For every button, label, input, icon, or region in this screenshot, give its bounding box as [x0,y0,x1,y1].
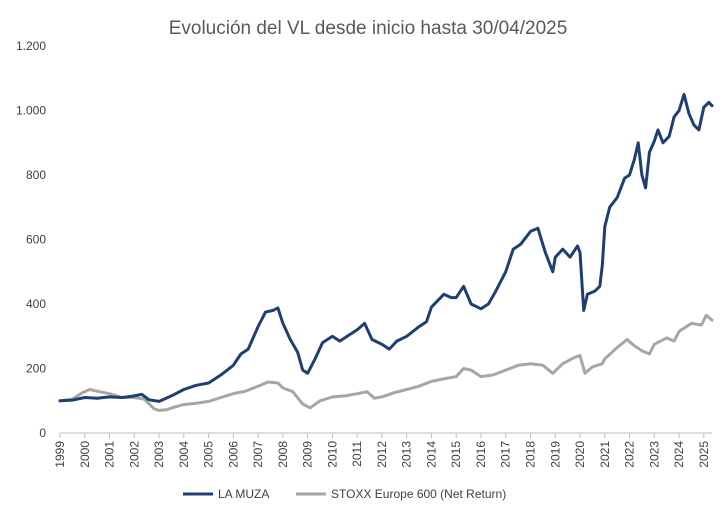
x-tick-label: 1999 [53,441,67,468]
series-line-1 [58,313,714,412]
x-axis: 1999 2000 2001 2002 2003 2004 2005 2006 2007 2008… [53,433,711,468]
x-tick-label: 2024 [672,441,686,468]
x-tick-label: 2007 [251,441,265,468]
x-tick-label: 2014 [424,441,438,468]
series-line-0 [58,92,714,403]
x-tick-label: 2008 [276,441,290,468]
x-tick-label: 2003 [152,441,166,468]
y-tick-label: 0 [39,426,46,440]
x-tick-label: 2021 [598,441,612,468]
series-layer [58,92,714,412]
x-tick-label: 2001 [103,441,117,468]
x-tick-label: 2004 [177,441,191,468]
y-tick-label: 400 [26,297,46,311]
x-tick-label: 2020 [573,441,587,468]
x-tick-label: 2016 [474,441,488,468]
x-tick-label: 2012 [375,441,389,468]
x-tick-label: 2000 [78,441,92,468]
legend-label-0: LA MUZA [218,487,269,501]
y-tick-label: 1.200 [16,39,46,53]
x-tick-label: 2018 [523,441,537,468]
x-tick-label: 2009 [301,441,315,468]
legend-label-1: STOXX Europe 600 (Net Return) [331,487,506,501]
x-tick-label: 2006 [226,441,240,468]
y-axis: 0 200 400 600 800 1.000 1.200 [16,39,46,440]
y-tick-label: 200 [26,362,46,376]
x-tick-label: 2023 [647,441,661,468]
x-tick-label: 2025 [697,441,711,468]
x-tick-label: 2015 [449,441,463,468]
chart-title: Evolución del VL desde inicio hasta 30/0… [169,18,568,39]
legend: LA MUZA STOXX Europe 600 (Net Return) [183,487,506,501]
x-tick-label: 2022 [623,441,637,468]
x-tick-label: 2002 [127,441,141,468]
y-tick-label: 1.000 [16,104,46,118]
x-tick-label: 2011 [350,441,364,467]
x-tick-label: 2019 [548,441,562,468]
y-tick-label: 800 [26,168,46,182]
x-tick-label: 2017 [499,441,513,468]
x-tick-label: 2010 [325,441,339,468]
x-tick-label: 2013 [400,441,414,468]
x-tick-label: 2005 [202,441,216,468]
y-tick-label: 600 [26,233,46,247]
